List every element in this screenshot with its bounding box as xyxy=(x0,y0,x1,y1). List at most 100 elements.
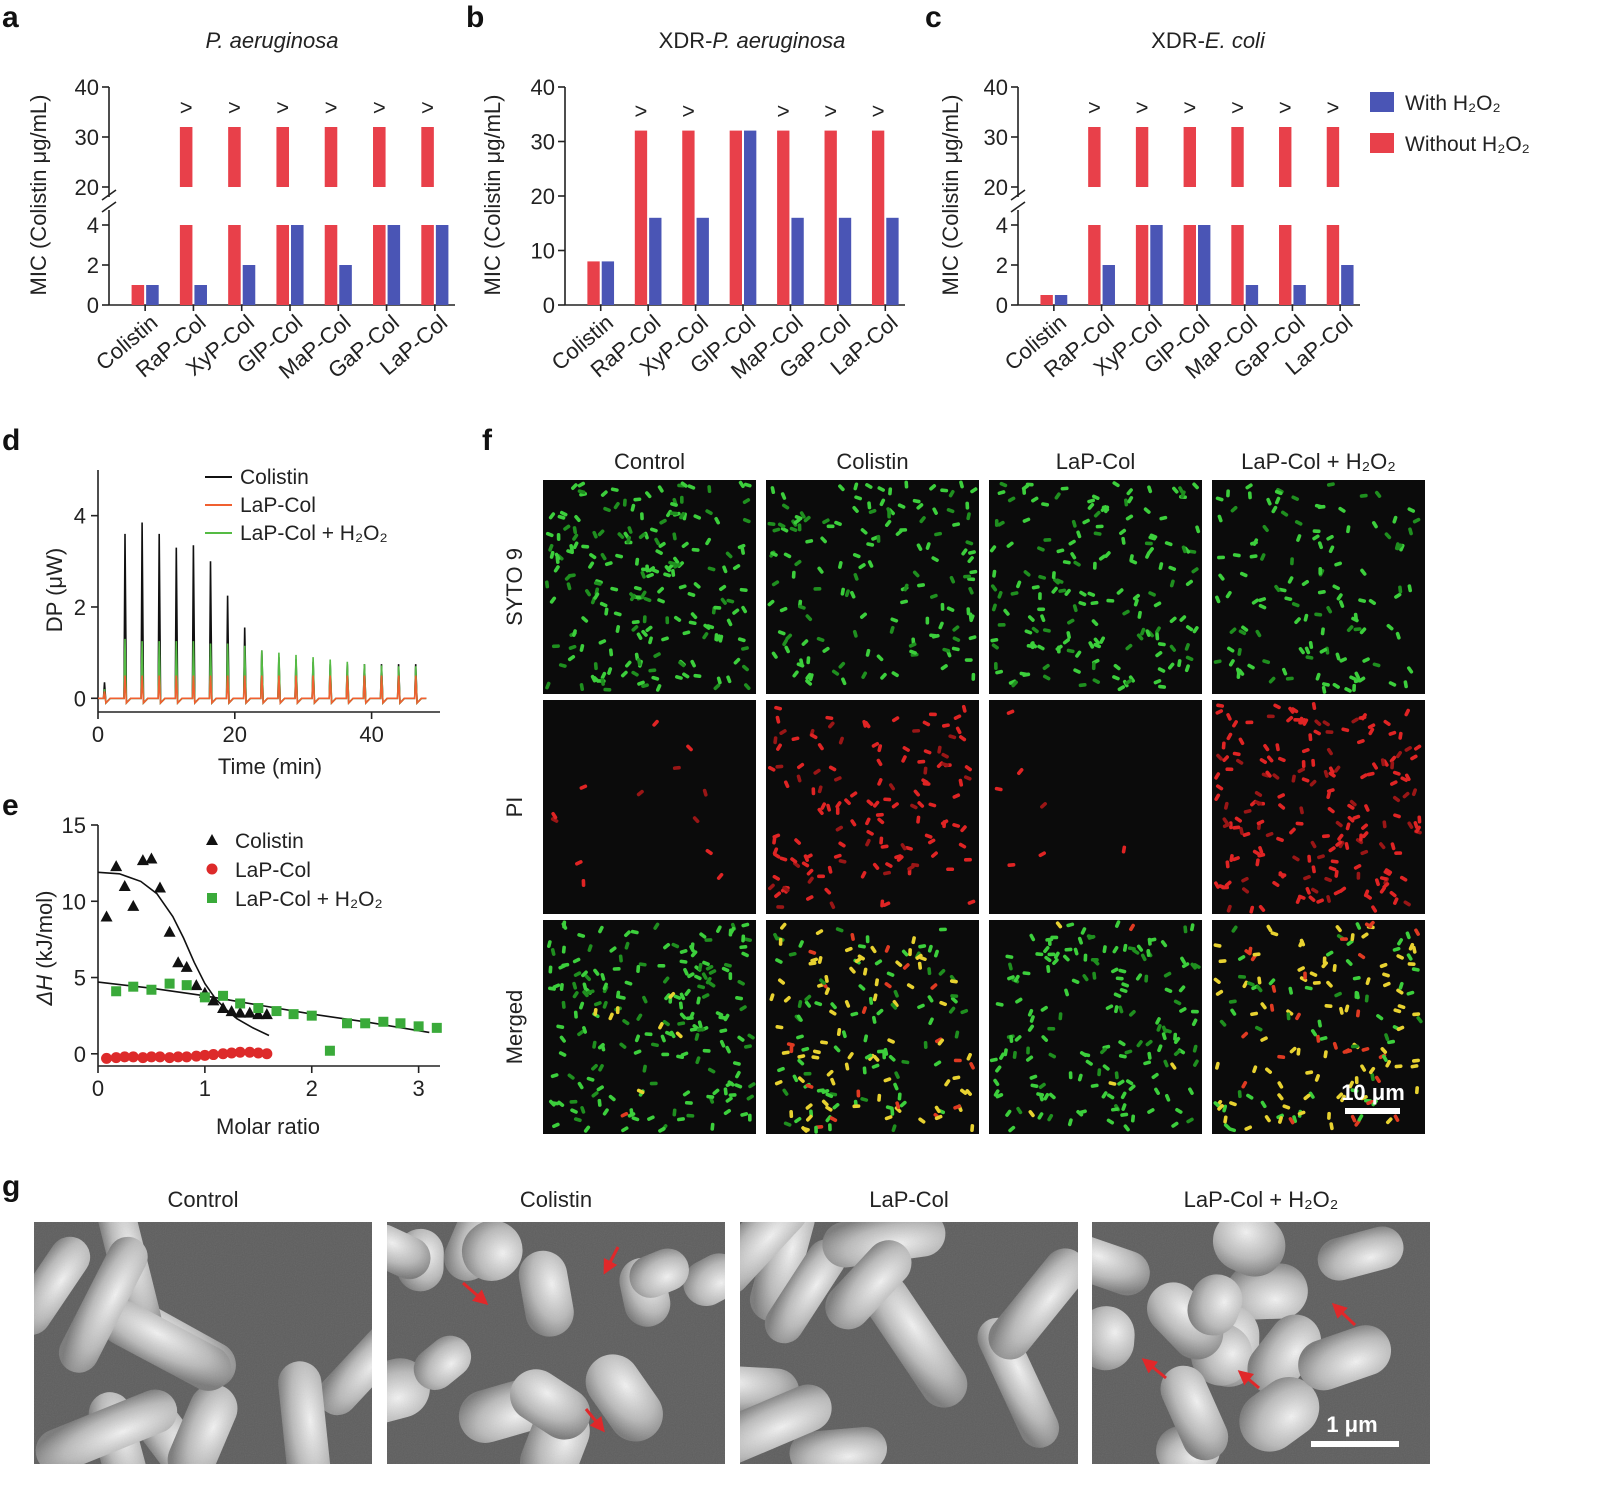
bar-with-h2o2 xyxy=(1150,225,1163,305)
bacterium-mark xyxy=(928,712,937,717)
bacterium-mark xyxy=(655,684,662,692)
bacterium-mark xyxy=(692,816,700,824)
bacterium-mark xyxy=(1190,962,1197,970)
bacterium-mark xyxy=(860,528,868,535)
bacterium-mark xyxy=(852,505,859,513)
bacterium-mark xyxy=(1303,1093,1311,1101)
bacterium-mark xyxy=(880,899,885,908)
bacterium-mark xyxy=(1119,988,1128,993)
bacterium-mark xyxy=(852,629,858,638)
bacterium-mark xyxy=(1326,606,1333,614)
data-point xyxy=(181,980,192,991)
bacterium-mark xyxy=(657,598,665,604)
bar-without-h2o2-upper xyxy=(324,127,338,187)
bacterium-mark xyxy=(679,1012,687,1020)
bacterium-mark xyxy=(865,817,871,826)
bacterium-mark xyxy=(716,872,724,880)
bacterium-mark xyxy=(1398,981,1404,990)
bacterium-mark xyxy=(1316,1034,1321,1043)
bacterium-mark xyxy=(1016,580,1022,589)
bacterium-mark xyxy=(1008,679,1017,685)
data-point xyxy=(342,1018,353,1029)
bacterium-mark xyxy=(1168,662,1175,670)
data-point xyxy=(101,1052,113,1064)
y-tick-label: 15 xyxy=(62,813,86,838)
bacterium-mark xyxy=(1073,560,1081,567)
bacterium-mark xyxy=(1079,1051,1088,1058)
bar-without-h2o2 xyxy=(777,130,790,305)
bacterium-mark xyxy=(1308,895,1316,902)
bacterium-mark xyxy=(916,543,923,551)
bacterium-mark xyxy=(1314,503,1323,509)
legend-label: LaP-Col + H₂O₂ xyxy=(240,522,388,545)
bacterium-mark xyxy=(633,585,642,591)
bacterium-mark xyxy=(586,989,595,995)
bacterium-mark xyxy=(1326,895,1331,903)
bacterium-mark xyxy=(900,843,907,851)
bacterium-mark xyxy=(620,1111,629,1118)
legend-swatch-with-h2o2 xyxy=(1370,92,1394,112)
bacterium-mark xyxy=(1116,588,1124,595)
bacterium-mark xyxy=(1155,632,1160,641)
axis-break-mark xyxy=(1010,201,1026,213)
bacterium-mark xyxy=(610,487,619,492)
bacterium-mark xyxy=(830,1002,837,1010)
bacterium-mark xyxy=(1245,720,1254,725)
bacterium-mark xyxy=(783,1121,792,1127)
bacterium-mark xyxy=(1327,1111,1331,1120)
bacterium-mark xyxy=(802,1126,810,1132)
bacterium-mark xyxy=(702,632,709,640)
bacterium-mark xyxy=(934,1105,941,1114)
bacterium-mark xyxy=(582,1026,588,1034)
bacterium-mark xyxy=(796,662,805,668)
bacterium-mark xyxy=(1230,505,1238,513)
bacterium-mark xyxy=(933,1060,942,1067)
greater-than-marker: > xyxy=(682,99,695,124)
bacterium-mark xyxy=(583,1125,591,1133)
bacterium-mark xyxy=(741,951,749,958)
bacterium-mark xyxy=(716,925,722,933)
bacterium-mark xyxy=(968,635,977,641)
micrograph-tile xyxy=(766,920,979,1134)
bacterium-mark xyxy=(1336,593,1343,601)
bacterium-mark xyxy=(815,929,824,936)
bacterium-mark xyxy=(1266,924,1273,933)
bar-with-h2o2 xyxy=(194,285,207,305)
bacterium-mark xyxy=(636,632,643,640)
bacterium-mark xyxy=(680,495,684,504)
bacterium-mark xyxy=(880,672,887,680)
bacterium-mark xyxy=(1388,730,1397,736)
bacterium-mark xyxy=(1315,672,1321,681)
bacterium-mark xyxy=(1244,1125,1253,1131)
bacterium-mark xyxy=(1145,629,1151,637)
bacterium-mark xyxy=(1256,819,1265,826)
bacterium-mark xyxy=(854,956,863,964)
bacterium-mark xyxy=(1355,838,1364,845)
bacterium-mark xyxy=(1140,627,1146,636)
bacterium-mark xyxy=(1249,905,1255,914)
bacterium-mark xyxy=(1064,947,1073,952)
data-point xyxy=(127,1051,139,1063)
sem-image xyxy=(740,1222,1078,1464)
bacterium-mark xyxy=(1114,1071,1119,1080)
bacterium-mark xyxy=(719,1028,728,1033)
bacterium-mark xyxy=(901,1059,910,1065)
bacterium-mark xyxy=(938,927,947,932)
bacterium-mark xyxy=(1387,1039,1396,1045)
bacterium-mark xyxy=(872,862,880,870)
bacterium-mark xyxy=(1319,647,1328,654)
bacterium-mark xyxy=(597,1098,602,1107)
bacterium-mark xyxy=(1147,1051,1152,1060)
bacterium-mark xyxy=(1335,840,1343,847)
bacterium-mark xyxy=(675,1031,683,1039)
bacterium-mark xyxy=(1407,507,1416,513)
bacterium-mark xyxy=(948,1006,956,1014)
bacterium-mark xyxy=(1396,988,1404,995)
bacterium-mark xyxy=(1051,586,1058,594)
bacterium-mark xyxy=(784,645,790,654)
bacterium-mark xyxy=(867,501,872,510)
bacterium-mark xyxy=(657,485,664,493)
bacterium-mark xyxy=(806,895,814,901)
bacterium-mark xyxy=(1195,525,1201,534)
